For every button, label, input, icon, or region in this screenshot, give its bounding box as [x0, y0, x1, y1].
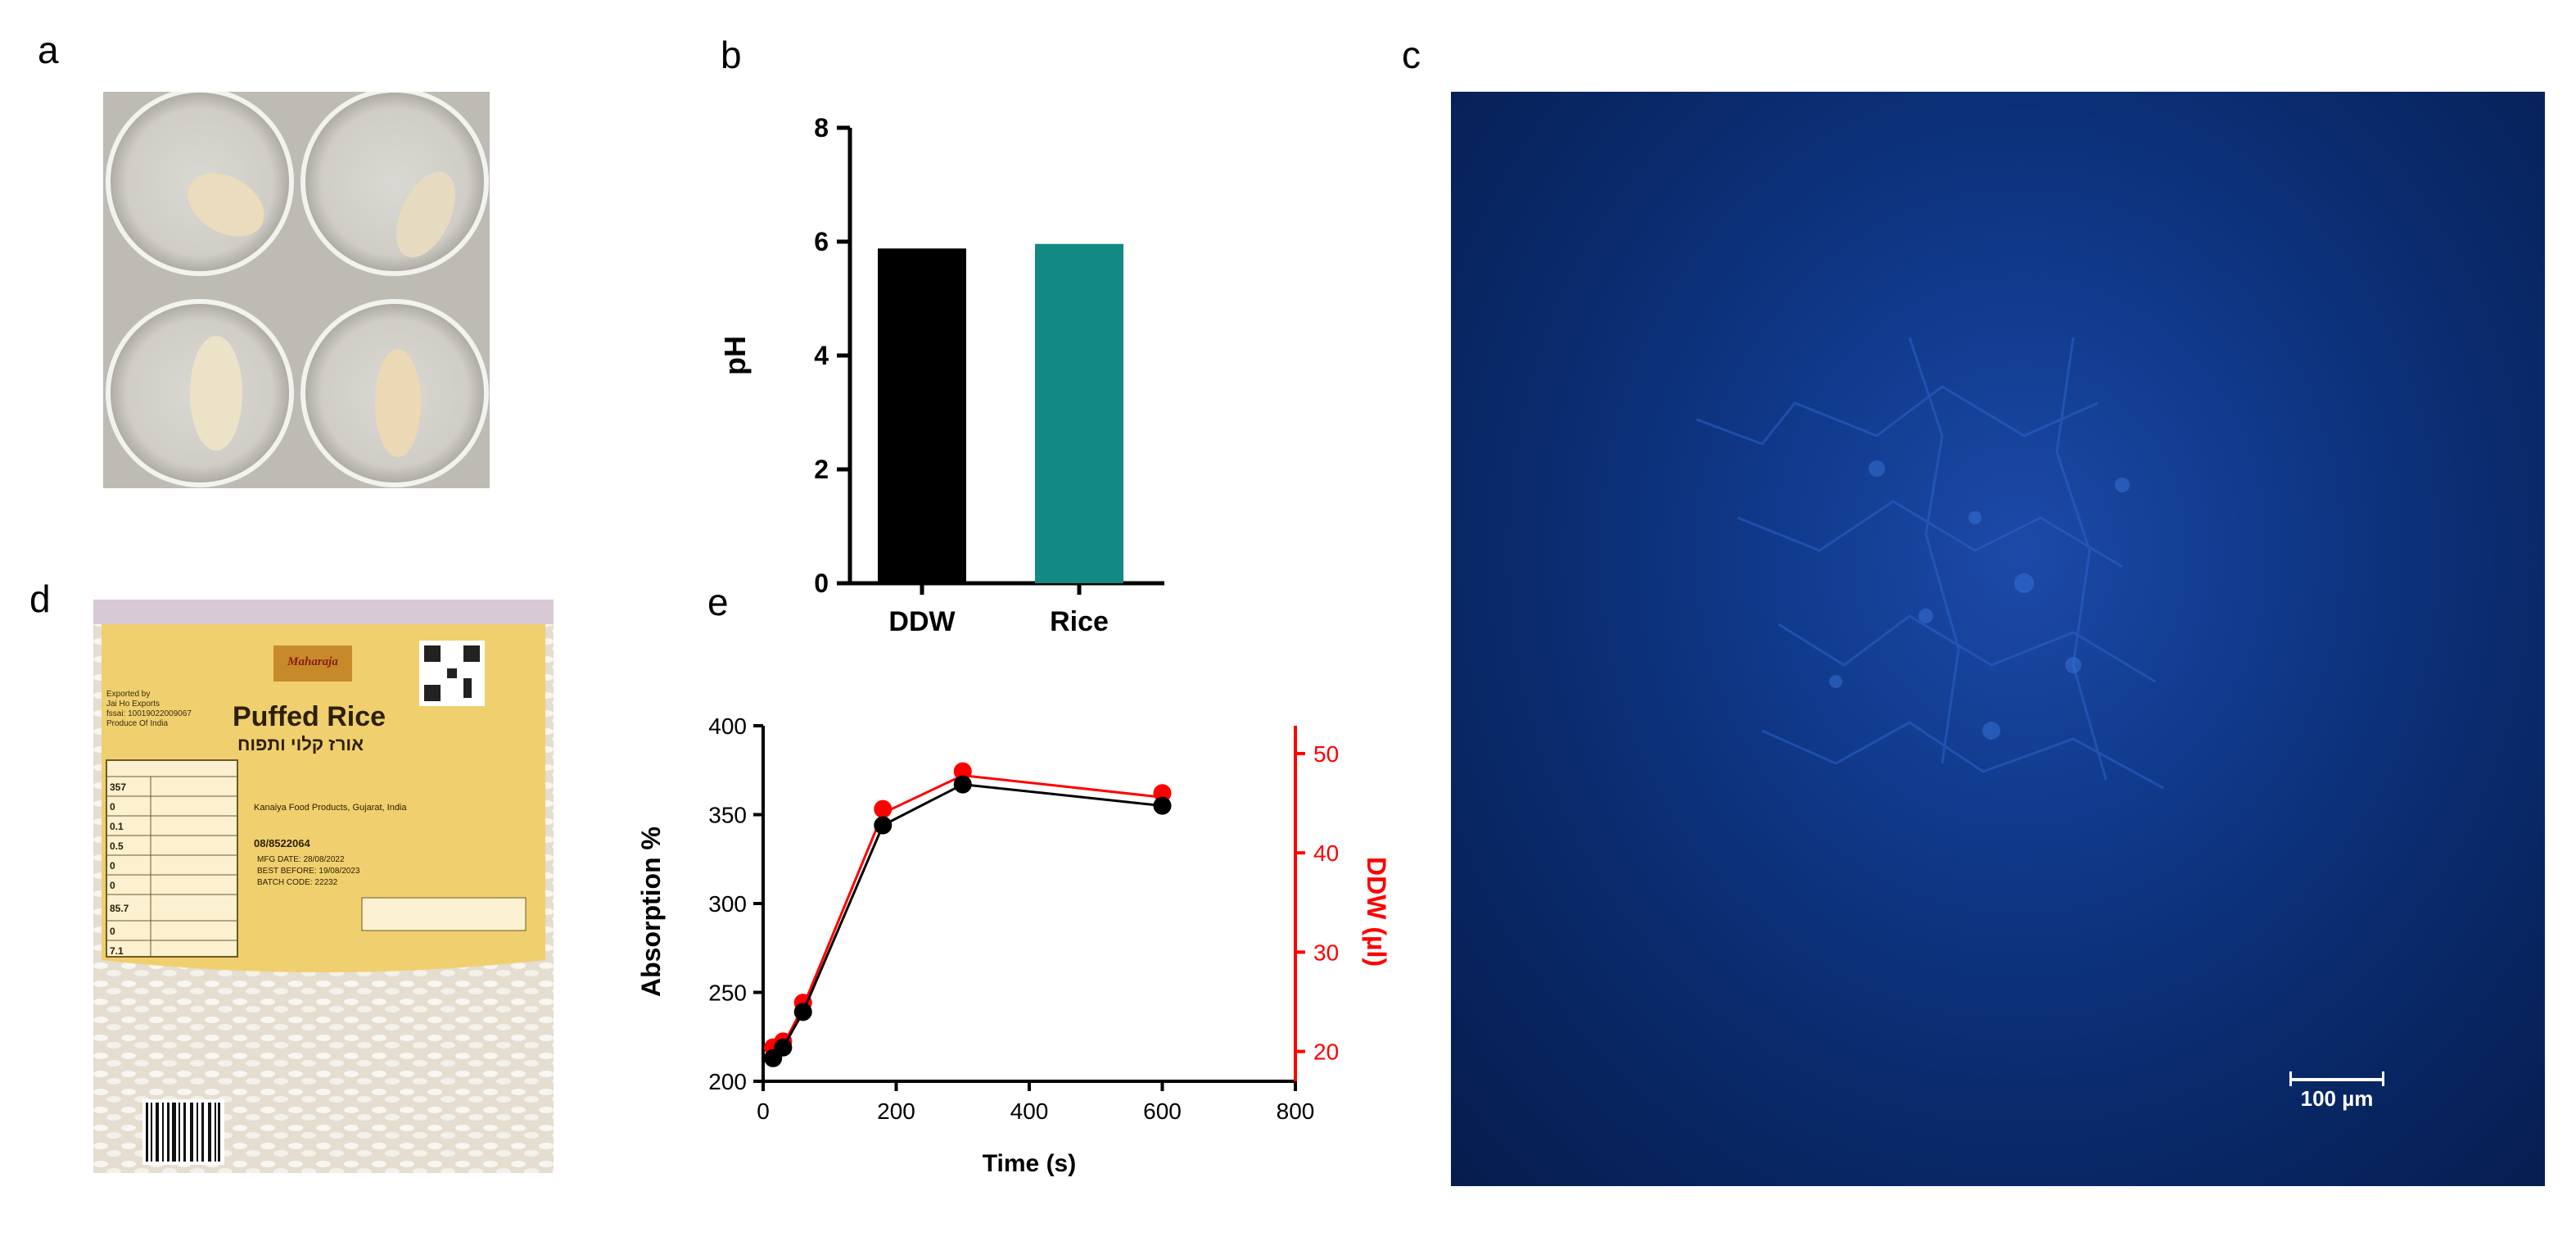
y-axis-title: pH — [718, 336, 752, 375]
y-tick-label: 200 — [708, 1069, 747, 1094]
x-tick-label: DDW — [888, 606, 956, 637]
x-tick-label: 600 — [1143, 1098, 1182, 1124]
panel-label-c: c — [1402, 34, 1421, 76]
series-line-black — [772, 783, 1163, 1059]
data-point-black — [793, 1003, 812, 1021]
hebrew-product-name: אורז קלוי ותפוח — [237, 734, 364, 754]
nutrition-value: 357 — [110, 781, 127, 793]
y-axis-title: Absorption % — [636, 827, 666, 997]
brand-logo: Maharaja — [287, 655, 338, 668]
puffed-rice-package-photo: Maharaja Exported by Jai Ho Exports fssa… — [93, 600, 554, 1173]
product-name: Puffed Rice — [233, 701, 386, 732]
ph-bar-chart: 0 2 4 6 8 DDW Rice pH — [718, 113, 1164, 637]
data-point-black — [1153, 796, 1172, 815]
y-tick-label: 300 — [708, 891, 747, 917]
y-tick-label: 400 — [708, 713, 747, 739]
data-point-red — [874, 799, 893, 818]
y2-tick-label: 30 — [1313, 940, 1339, 965]
mfg-date: MFG DATE: 28/08/2022 — [257, 855, 345, 864]
scale-bar-tick-left — [2289, 1071, 2292, 1086]
nutrition-table: 357 0 0.1 0.5 0 0 85.7 0 7.1 — [110, 778, 149, 962]
y-tick-label: 4 — [814, 341, 829, 370]
nutrition-value: 7.1 — [110, 945, 124, 957]
x-tick-label: 800 — [1277, 1098, 1315, 1124]
y2-tick-label: 50 — [1313, 741, 1339, 767]
x-tick-label: 0 — [757, 1098, 770, 1124]
bar-ddw — [878, 248, 966, 583]
x-tick-label: Rice — [1050, 606, 1109, 637]
nutrition-value: 0 — [110, 926, 115, 937]
panel-label-a: a — [38, 29, 59, 71]
fluorescence-micrograph: 100 µm — [1451, 92, 2545, 1186]
y-tick-label: 8 — [814, 113, 829, 143]
phone-number: 08/8522064 — [254, 837, 310, 849]
best-before: BEST BEFORE: 19/08/2023 — [257, 867, 360, 876]
series-line-red — [772, 774, 1163, 1053]
bar-rice — [1035, 243, 1123, 583]
scale-bar-label: 100 µm — [2300, 1086, 2374, 1111]
nutrition-value: 0 — [110, 860, 115, 872]
y2-tick-label: 40 — [1313, 840, 1339, 866]
panel-label-e: e — [707, 581, 729, 623]
data-point-black — [874, 816, 893, 835]
y-tick-label: 2 — [814, 455, 829, 484]
nutrition-value: 0.5 — [110, 840, 124, 852]
y-tick-label: 350 — [708, 803, 747, 828]
y2-axis-title: DDW (µl) — [1362, 857, 1391, 967]
y-tick-label: 250 — [708, 981, 747, 1006]
well-plate-photo — [103, 92, 490, 488]
exporter-info: Exported by Jai Ho Exports fssai: 100190… — [106, 690, 192, 728]
y-tick-label: 6 — [814, 227, 829, 256]
y-tick-label: 0 — [814, 568, 829, 598]
batch-code: BATCH CODE: 22232 — [257, 878, 338, 887]
y2-tick-label: 20 — [1313, 1039, 1339, 1065]
panel-label-d: d — [29, 577, 51, 620]
nutrition-value: 85.7 — [110, 903, 129, 914]
scale-bar — [2289, 1078, 2384, 1081]
data-point-black — [953, 775, 972, 794]
data-point-black — [774, 1038, 793, 1057]
x-tick-label: 200 — [877, 1098, 915, 1124]
x-axis-title: Time (s) — [983, 1150, 1076, 1177]
x-tick-label: 400 — [1010, 1098, 1049, 1124]
absorption-line-chart: 200 250 300 350 400 20 30 40 50 0 200 400 600 800 Time… — [636, 713, 1391, 1177]
nutrition-value: 0.1 — [110, 821, 124, 832]
panel-label-b: b — [721, 34, 742, 76]
nutrition-value: 0 — [110, 801, 115, 813]
scale-bar-tick-right — [2382, 1071, 2384, 1086]
nutrition-value: 0 — [110, 880, 115, 891]
manufacturer: Kanaiya Food Products, Gujarat, India — [254, 803, 407, 813]
